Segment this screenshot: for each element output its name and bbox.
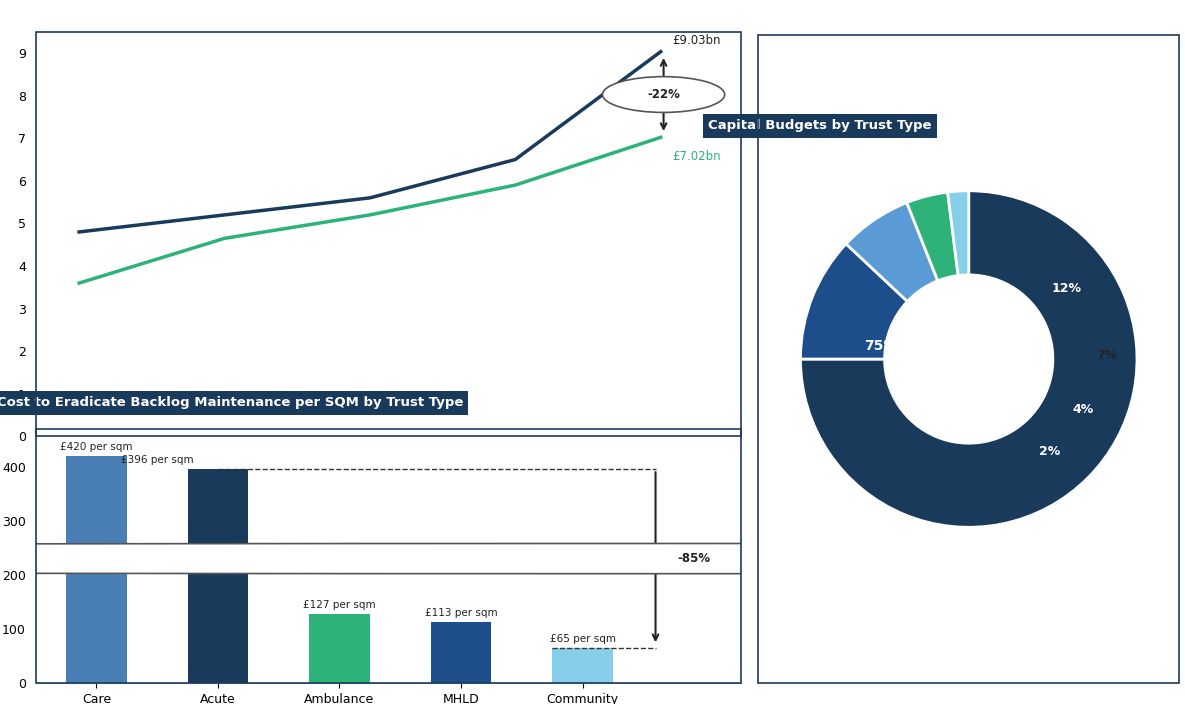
Text: £127 per sqm: £127 per sqm [303, 600, 376, 610]
Circle shape [0, 543, 1185, 574]
Text: 12%: 12% [1051, 282, 1082, 295]
Text: £420 per sqm: £420 per sqm [60, 442, 133, 452]
Circle shape [602, 77, 725, 113]
Text: 75%: 75% [865, 339, 898, 353]
Text: £9.03bn: £9.03bn [672, 34, 720, 46]
Bar [187, 470, 249, 683]
Text: £113 per sqm: £113 per sqm [424, 608, 498, 617]
Text: £65 per sqm: £65 per sqm [550, 634, 615, 643]
Text: 4%: 4% [1072, 403, 1094, 416]
Text: Cost to Eradicate Backlog Maintenance per SQM by Trust Type: Cost to Eradicate Backlog Maintenance pe… [0, 396, 463, 410]
Wedge shape [948, 191, 969, 275]
Text: -22%: -22% [647, 88, 680, 101]
Bar [66, 456, 127, 683]
Bar [430, 622, 492, 683]
Text: 2%: 2% [1039, 445, 1061, 458]
Wedge shape [801, 244, 908, 359]
Bar [552, 648, 613, 683]
Wedge shape [846, 203, 937, 301]
Text: -85%: -85% [678, 552, 711, 565]
Legend: Total Cost to Eradicate Backlog, NHS Total Capital Budget: Total Cost to Eradicate Backlog, NHS Tot… [41, 497, 473, 520]
Wedge shape [907, 192, 959, 281]
Text: £7.02bn: £7.02bn [672, 150, 720, 163]
Text: £396 per sqm: £396 per sqm [121, 455, 193, 465]
Text: Capital Budgets by Trust Type: Capital Budgets by Trust Type [707, 119, 931, 132]
Text: 7%: 7% [1096, 349, 1117, 362]
Bar [309, 615, 370, 683]
Wedge shape [800, 191, 1136, 527]
